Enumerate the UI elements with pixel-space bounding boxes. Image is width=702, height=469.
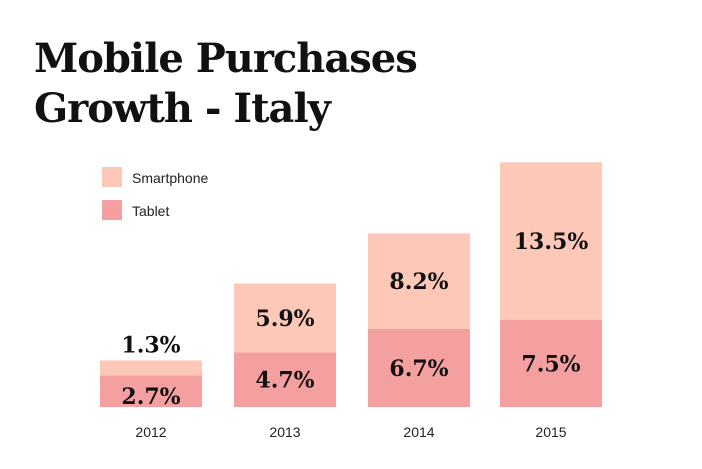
- bar-tablet-2013: [234, 352, 336, 407]
- legend-swatch-tablet: [102, 200, 122, 220]
- value-label-smartphone-2012: 1.3%: [121, 332, 180, 358]
- value-label-tablet-2013: 4.7%: [255, 368, 314, 394]
- value-label-tablet-2015: 7.5%: [521, 351, 580, 377]
- value-label-smartphone-2013: 5.9%: [255, 306, 314, 332]
- value-label-tablet-2012: 2.7%: [121, 384, 180, 410]
- bar-tablet-2012: [100, 375, 202, 407]
- legend-swatch-smartphone: [102, 167, 122, 187]
- chart-title-line-2: Growth - Italy: [34, 85, 331, 132]
- x-tick-label-2013: 2013: [269, 424, 300, 440]
- x-tick-label-2014: 2014: [403, 424, 434, 440]
- bars-group: [100, 162, 602, 407]
- x-tick-label-2015: 2015: [535, 424, 566, 440]
- legend: Smartphone Tablet: [102, 167, 208, 220]
- chart-title-line-1: Mobile Purchases: [34, 35, 418, 82]
- chart-title: Mobile Purchases Growth - Italy: [34, 34, 418, 134]
- bar-smartphone-2013: [234, 283, 336, 353]
- value-label-tablet-2014: 6.7%: [389, 356, 448, 382]
- bar-smartphone-2014: [368, 233, 470, 329]
- value-label-smartphone-2014: 8.2%: [389, 269, 448, 295]
- legend-label-smartphone: Smartphone: [132, 170, 208, 186]
- value-label-smartphone-2015: 13.5%: [514, 229, 589, 255]
- x-tick-label-2012: 2012: [135, 424, 166, 440]
- bar-smartphone-2012: [100, 360, 202, 376]
- bar-tablet-2014: [368, 328, 470, 407]
- legend-label-tablet: Tablet: [132, 203, 169, 219]
- value-labels-group: 2.7% 1.3% 4.7% 5.9% 6.7% 8.2% 7.5% 13.5%: [121, 229, 588, 410]
- x-axis-ticks: 2012 2013 2014 2015: [135, 424, 566, 440]
- bar-smartphone-2015: [500, 162, 602, 320]
- bar-tablet-2015: [500, 319, 602, 407]
